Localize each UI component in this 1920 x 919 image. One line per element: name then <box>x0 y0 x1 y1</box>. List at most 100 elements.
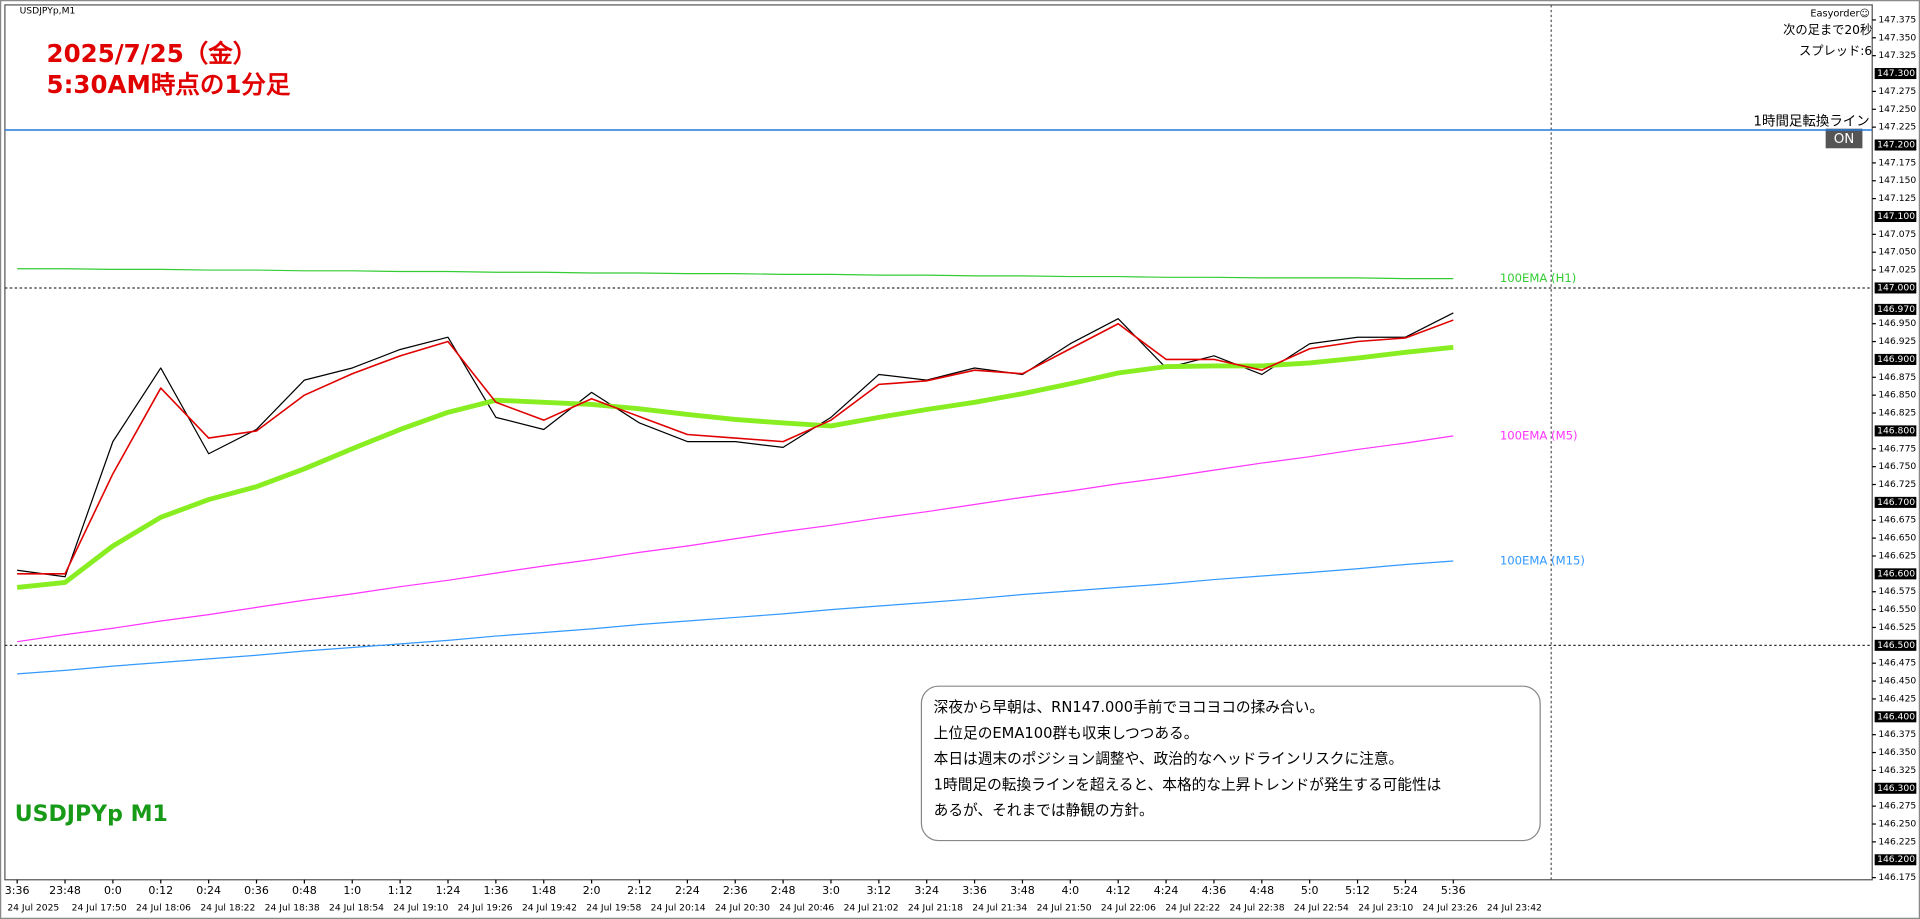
y-tick-label: 147.375 <box>1878 14 1916 25</box>
y-tick-label: 146.775 <box>1878 443 1916 454</box>
x-tick-label: 3:12 <box>866 884 891 897</box>
y-tick-label: 146.525 <box>1878 622 1916 633</box>
y-tick-label: 146.425 <box>1878 693 1916 704</box>
y-tick-label: 146.475 <box>1878 658 1916 669</box>
h-line-label: 1時間足転換ライン <box>1753 113 1869 129</box>
y-tick-label: 147.150 <box>1878 175 1916 186</box>
x-tick-label: 0:12 <box>148 884 173 897</box>
level-box <box>1874 568 1917 580</box>
level-box <box>1874 711 1917 723</box>
y-tick-label: 146.650 <box>1878 533 1916 544</box>
y-tick-label: 146.950 <box>1878 318 1916 329</box>
level-label: 146.400 <box>1877 711 1915 722</box>
x-tick-label: 0:48 <box>292 884 317 897</box>
x-date-label: 24 Jul 18:54 <box>329 902 384 913</box>
y-tick-label: 146.350 <box>1878 747 1916 758</box>
x-date-label: 24 Jul 23:10 <box>1358 902 1413 913</box>
x-date-label: 24 Jul 2025 <box>7 902 59 913</box>
level-label: 146.700 <box>1877 497 1915 508</box>
on-button-label[interactable]: ON <box>1834 131 1855 147</box>
series-line <box>17 319 1454 575</box>
x-tick-label: 3:36 <box>962 884 987 897</box>
x-tick-label: 4:36 <box>1202 884 1227 897</box>
chart-title: 2025/7/25（金） <box>47 39 258 68</box>
level-label: 147.300 <box>1877 68 1915 79</box>
level-box <box>1874 282 1917 294</box>
level-box <box>1874 303 1917 315</box>
level-label: 146.970 <box>1877 304 1915 315</box>
series-line <box>17 268 1454 280</box>
x-tick-label: 2:0 <box>583 884 601 897</box>
symbol: USDJPYp,M1 <box>20 6 76 17</box>
x-tick-label: 3:36 <box>5 884 30 897</box>
level-label: 146.800 <box>1877 425 1915 436</box>
x-date-label: 24 Jul 18:06 <box>136 902 191 913</box>
x-date-label: 24 Jul 21:18 <box>908 902 963 913</box>
level-box <box>1874 782 1917 794</box>
x-tick-label: 1:0 <box>343 884 361 897</box>
y-tick-label: 146.550 <box>1878 604 1916 615</box>
level-box <box>1874 68 1917 80</box>
x-tick-label: 0:36 <box>244 884 269 897</box>
x-date-label: 24 Jul 22:22 <box>1165 902 1220 913</box>
y-tick-label: 146.875 <box>1878 372 1916 383</box>
level-label: 147.200 <box>1877 140 1915 151</box>
x-date-label: 24 Jul 22:38 <box>1230 902 1285 913</box>
x-tick-label: 2:48 <box>771 884 796 897</box>
series-label: 100EMA (H1) <box>1500 271 1576 285</box>
x-date-label: 24 Jul 23:26 <box>1423 902 1478 913</box>
x-tick-label: 3:0 <box>822 884 840 897</box>
x-date-label: 24 Jul 19:42 <box>522 902 577 913</box>
y-tick-label: 146.250 <box>1878 819 1916 830</box>
y-tick-label: 146.450 <box>1878 676 1916 687</box>
y-tick-label: 146.175 <box>1878 872 1916 883</box>
x-tick-label: 3:24 <box>914 884 939 897</box>
x-tick-label: 2:36 <box>723 884 748 897</box>
annotation-box <box>920 685 1541 842</box>
x-tick-label: 3:48 <box>1010 884 1035 897</box>
series-line <box>17 312 1454 578</box>
x-date-label: 24 Jul 18:22 <box>200 902 255 913</box>
chart-subtitle: 5:30AM時点の1分足 <box>47 70 291 99</box>
y-tick-label: 146.825 <box>1878 408 1916 419</box>
series-label: 100EMA (M15) <box>1500 553 1585 567</box>
y-tick-label: 146.925 <box>1878 336 1916 347</box>
x-date-label: 24 Jul 18:38 <box>265 902 320 913</box>
x-date-label: 24 Jul 20:14 <box>651 902 706 913</box>
annotation-line: 1時間足の転換ラインを超えると、本格的な上昇トレンドが発生する可能性は <box>934 776 1442 793</box>
x-tick-label: 2:24 <box>675 884 700 897</box>
level-label: 146.500 <box>1877 640 1915 651</box>
level-label: 147.000 <box>1877 282 1915 293</box>
x-tick-label: 1:36 <box>483 884 508 897</box>
x-tick-label: 2:12 <box>627 884 652 897</box>
level-label: 146.900 <box>1877 354 1915 365</box>
x-date-label: 24 Jul 21:34 <box>972 902 1027 913</box>
level-box <box>1874 496 1917 508</box>
x-date-label: 24 Jul 23:42 <box>1487 902 1542 913</box>
y-tick-label: 147.175 <box>1878 157 1916 168</box>
x-date-label: 24 Jul 20:30 <box>715 902 770 913</box>
panel-countdown: 次の足まで20秒 <box>1783 23 1872 37</box>
x-tick-label: 0:24 <box>196 884 221 897</box>
y-tick-label: 147.075 <box>1878 229 1916 240</box>
level-box <box>1874 639 1917 651</box>
level-box <box>1874 854 1917 866</box>
on-button[interactable] <box>1825 128 1863 149</box>
y-tick-label: 147.325 <box>1878 50 1916 61</box>
x-tick-label: 1:48 <box>531 884 556 897</box>
annotation-line: 本日は週末のポジション調整や、政治的なヘッドラインリスクに注意。 <box>934 750 1404 768</box>
x-date-label: 24 Jul 17:50 <box>72 902 127 913</box>
x-tick-label: 4:48 <box>1249 884 1274 897</box>
y-tick-label: 146.625 <box>1878 550 1916 561</box>
x-tick-label: 5:24 <box>1393 884 1418 897</box>
y-tick-label: 147.025 <box>1878 265 1916 276</box>
level-label: 146.200 <box>1877 854 1915 865</box>
x-date-label: 24 Jul 19:10 <box>393 902 448 913</box>
x-tick-label: 4:0 <box>1061 884 1079 897</box>
series-line <box>16 344 1454 590</box>
series-line <box>17 560 1454 675</box>
x-date-label: 24 Jul 21:50 <box>1037 902 1092 913</box>
level-box <box>1874 353 1917 365</box>
x-tick-label: 4:12 <box>1106 884 1131 897</box>
